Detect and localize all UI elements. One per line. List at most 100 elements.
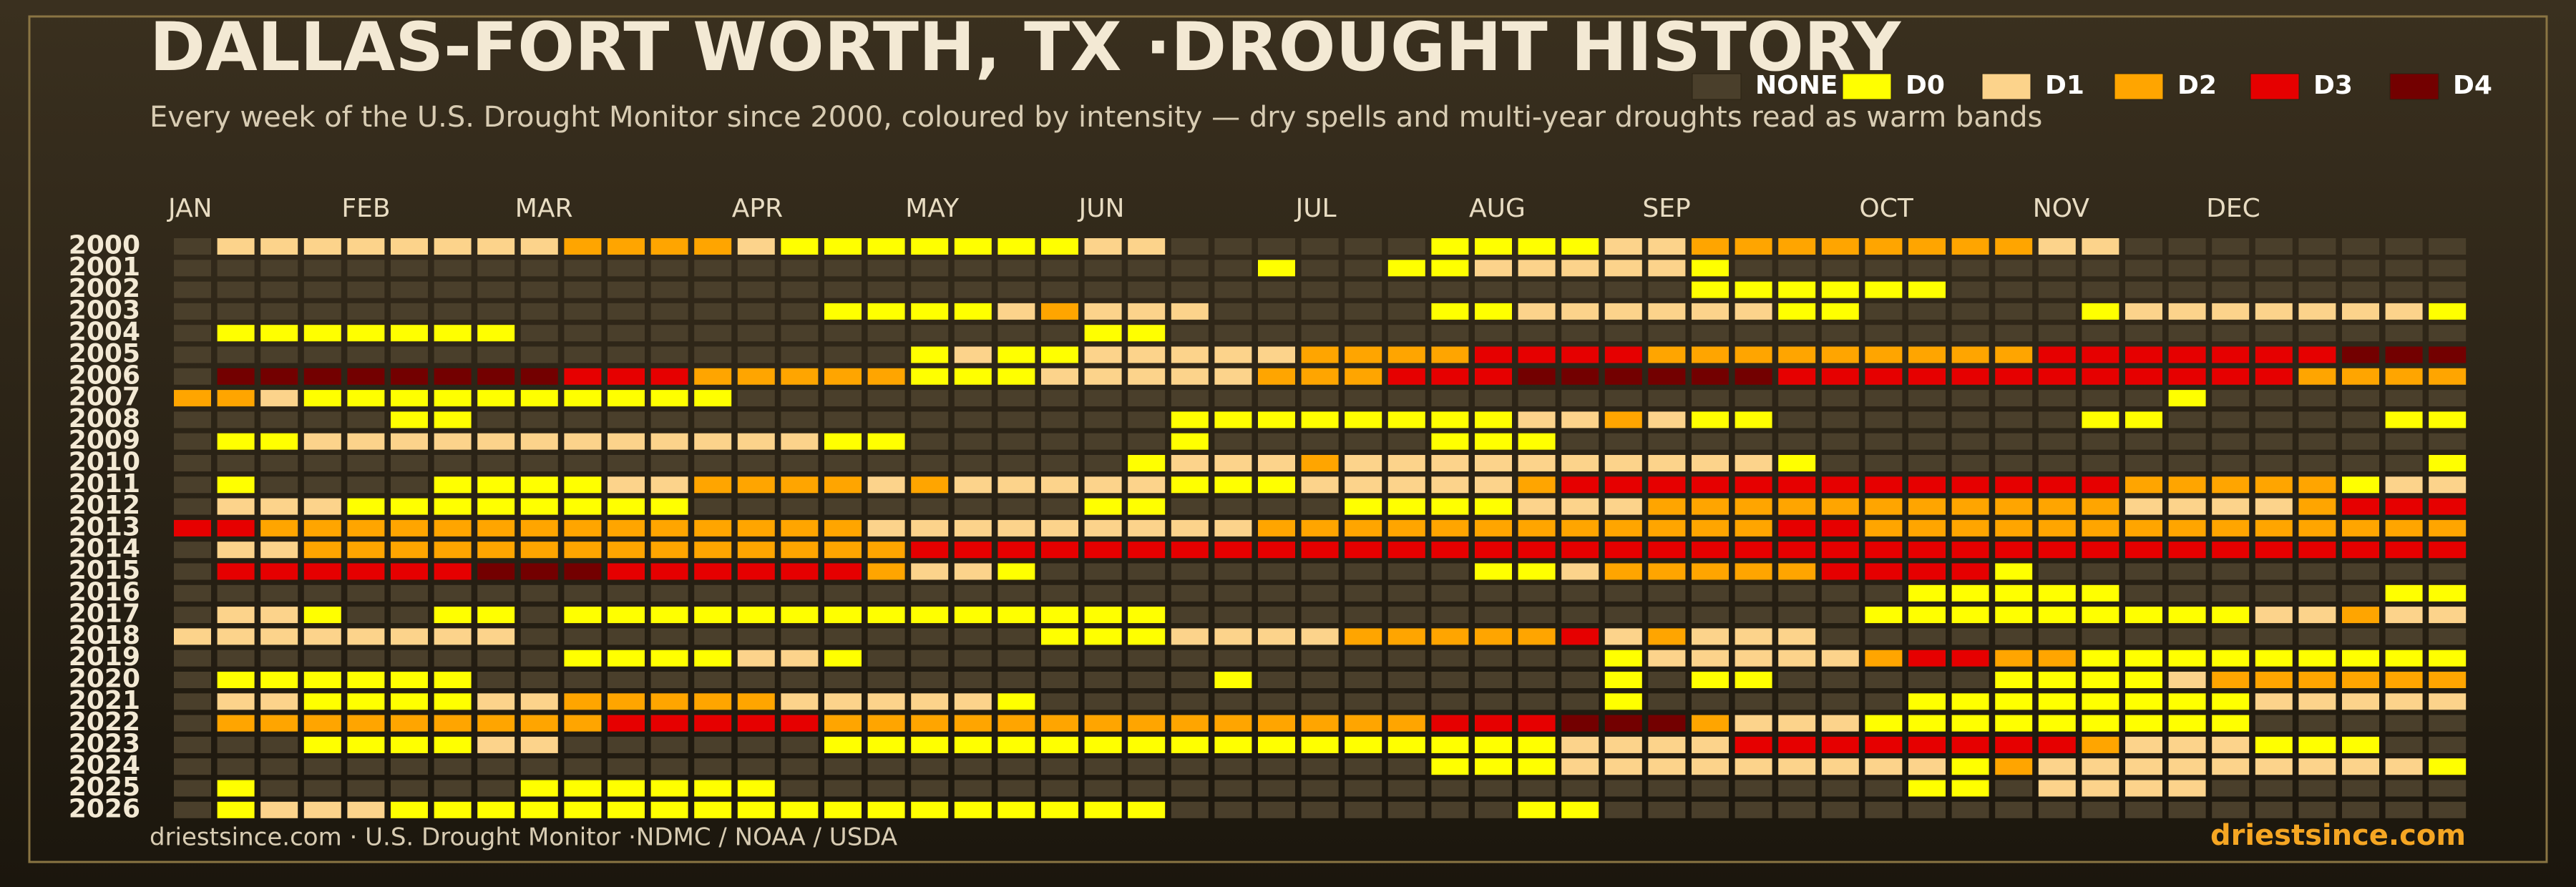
heat-cell <box>2082 498 2119 515</box>
y-tick-label: 2005 <box>69 339 140 368</box>
heat-cell <box>1431 801 1469 818</box>
heat-cell <box>2429 368 2467 385</box>
heat-cell <box>260 801 298 818</box>
heat-cell <box>608 346 645 363</box>
heat-cell <box>2298 519 2336 536</box>
heat-cell <box>2038 325 2076 342</box>
heat-cell <box>477 628 515 645</box>
heat-cell <box>520 260 558 277</box>
heat-cell <box>824 368 862 385</box>
heat-cell <box>2125 303 2162 320</box>
heat-cell <box>997 238 1035 255</box>
heat-cell <box>2212 325 2250 342</box>
source: driestsince.com · U.S. Drought Monitor ·… <box>150 823 897 852</box>
heat-cell <box>650 693 688 710</box>
heat-cell <box>1692 325 1729 342</box>
heat-cell <box>1604 801 1642 818</box>
heat-cell <box>1258 455 1295 471</box>
heat-cell <box>997 325 1035 342</box>
heat-cell <box>520 476 558 494</box>
heat-cell <box>2298 433 2336 450</box>
heat-cell <box>2255 433 2293 450</box>
heat-cell <box>2429 541 2467 559</box>
heat-cell <box>2385 281 2423 298</box>
heat-cell <box>1995 736 2033 753</box>
heat-cell <box>2255 455 2293 471</box>
heat-cell <box>1431 584 1469 602</box>
heat-cell <box>2125 390 2162 407</box>
heat-cell <box>520 607 558 624</box>
heat-cell <box>1821 758 1859 775</box>
heat-cell <box>2168 433 2206 450</box>
x-tick-label: JAN <box>167 194 213 223</box>
heat-cell <box>2125 780 2162 797</box>
heat-cell <box>997 519 1035 536</box>
heat-cell <box>1692 519 1729 536</box>
heat-cell <box>2212 584 2250 602</box>
heat-cell <box>1301 541 1339 559</box>
heat-cell <box>1128 433 1166 450</box>
heat-cell <box>564 672 602 688</box>
heat-cell <box>2385 650 2423 667</box>
heat-cell <box>564 303 602 320</box>
heat-cell <box>1431 238 1469 255</box>
heat-cell <box>954 411 992 428</box>
heat-cell <box>650 433 688 450</box>
heat-cell <box>2168 368 2206 385</box>
heat-cell <box>2168 411 2206 428</box>
heat-cell <box>1301 238 1339 255</box>
heat-cell <box>1084 693 1122 710</box>
heat-cell <box>1345 325 1382 342</box>
heat-cell <box>1431 368 1469 385</box>
heat-cell <box>1128 693 1166 710</box>
heat-cell <box>2212 390 2250 407</box>
heat-cell <box>2429 715 2467 732</box>
heat-cell <box>303 498 341 515</box>
heat-cell <box>1171 801 1209 818</box>
heat-cell <box>2125 758 2162 775</box>
heat-cell <box>1778 281 1816 298</box>
heat-cell <box>1692 780 1729 797</box>
heat-cell <box>2168 607 2206 624</box>
heat-cell <box>2212 650 2250 667</box>
heat-cell <box>911 281 949 298</box>
heat-cell <box>781 238 819 255</box>
legend-swatch <box>2114 73 2164 100</box>
heat-cell <box>1995 238 2033 255</box>
heat-cell <box>1951 390 1989 407</box>
heat-cell <box>1214 260 1252 277</box>
heat-cell <box>347 607 385 624</box>
heat-cell <box>997 563 1035 580</box>
heat-cell <box>1951 607 1989 624</box>
heat-cell <box>608 281 645 298</box>
heat-cell <box>1084 780 1122 797</box>
heat-cell <box>1648 281 1686 298</box>
heat-cell <box>1951 736 1989 753</box>
heat-cell <box>303 325 341 342</box>
heat-cell <box>1951 260 1989 277</box>
heat-cell <box>217 584 255 602</box>
heat-cell <box>867 801 905 818</box>
heat-cell <box>174 672 211 688</box>
heat-cell <box>1214 325 1252 342</box>
heat-cell <box>2125 736 2162 753</box>
heat-cell <box>1778 303 1816 320</box>
heat-cell <box>2342 758 2379 775</box>
heat-cell <box>1865 780 1903 797</box>
heat-cell <box>694 325 732 342</box>
heat-cell <box>1387 325 1425 342</box>
heat-cell <box>174 411 211 428</box>
heat-cell <box>608 607 645 624</box>
heat-cell <box>1865 238 1903 255</box>
heat-cell <box>1561 693 1599 710</box>
heat-cell <box>2125 672 2162 688</box>
heat-cell <box>1475 281 1512 298</box>
heat-cell <box>1345 736 1382 753</box>
heat-cell <box>2082 346 2119 363</box>
heat-cell <box>2385 390 2423 407</box>
heat-cell <box>1604 281 1642 298</box>
heat-cell <box>1387 736 1425 753</box>
heat-cell <box>694 260 732 277</box>
heat-cell <box>2298 541 2336 559</box>
heat-cell <box>608 715 645 732</box>
